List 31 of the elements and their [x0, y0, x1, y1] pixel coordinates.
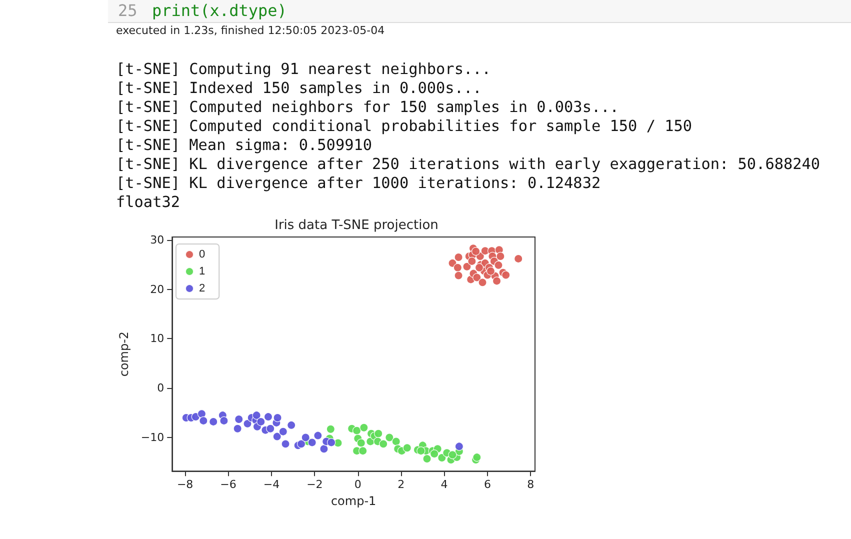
y-tick-label: 30 — [150, 233, 164, 246]
x-tick-label: −6 — [220, 478, 236, 492]
y-tick-label: 0 — [157, 382, 164, 395]
text: executed in 1.23s, finished 12:50:05 2023-05-04 — [116, 24, 385, 37]
x-tick-label: −8 — [176, 478, 194, 492]
text: [t-SNE] Computed conditional probabilities for sample 150 / 150 — [116, 117, 692, 135]
text: 25 — [118, 1, 138, 20]
x-tick-label: 6 — [484, 478, 491, 492]
x-axis-title: comp-1 — [330, 494, 376, 508]
text: [t-SNE] Indexed 150 samples in 0.000s... — [116, 79, 482, 97]
legend-label: 0 — [199, 248, 206, 260]
text: float32 — [116, 193, 180, 211]
x-tick-label: 0 — [354, 478, 362, 492]
text: print(x.dtype) — [152, 1, 287, 20]
legend-label: 2 — [199, 282, 206, 294]
y-axis-title: comp-2 — [117, 331, 131, 377]
x-tick-label: −2 — [306, 478, 323, 492]
y-tick-label: 20 — [150, 282, 164, 296]
text: [t-SNE] Computed neighbors for 150 samples in 0.003s... — [116, 98, 619, 116]
y-tick-label: 10 — [150, 332, 164, 346]
x-tick-label: 8 — [527, 478, 534, 492]
y-tick-label: −10 — [140, 431, 164, 444]
text: [t-SNE] KL divergence after 1000 iterations: 0.124832 — [116, 174, 601, 192]
text: [t-SNE] Computing 91 nearest neighbors... — [116, 60, 491, 78]
x-tick-label: 2 — [398, 478, 405, 492]
x-tick-label: 4 — [440, 478, 448, 492]
x-tick-label: −4 — [263, 478, 280, 492]
legend-label: 1 — [199, 266, 206, 278]
text: [t-SNE] Mean sigma: 0.509910 — [116, 136, 372, 154]
text: [t-SNE] KL divergence after 250 iterations with early exaggeration: 50.688240 — [116, 155, 820, 173]
chart-title: Iris data T-SNE projection — [274, 218, 438, 233]
